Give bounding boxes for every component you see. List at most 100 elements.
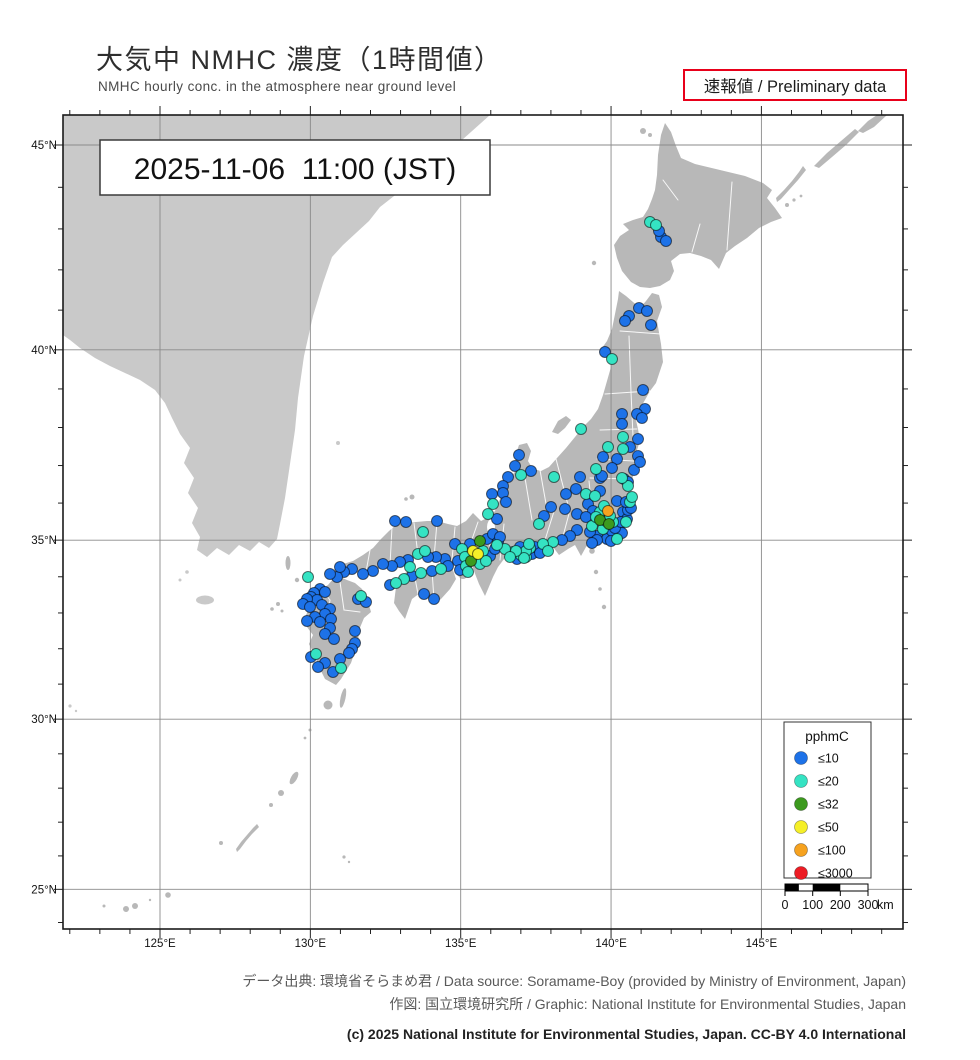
- station-point: [616, 472, 628, 484]
- station-point: [586, 537, 598, 549]
- lat-axis-label: 30°N: [31, 714, 57, 726]
- station-point: [415, 567, 427, 579]
- scalebar-segment: [812, 884, 841, 891]
- rebun-island: [648, 133, 652, 137]
- ulleung-island: [336, 441, 340, 445]
- station-point: [502, 471, 514, 483]
- izu-oshima-island: [589, 548, 595, 554]
- station-point: [367, 565, 379, 577]
- legend-label: ≤100: [818, 844, 846, 858]
- station-point: [634, 456, 646, 468]
- station-point: [418, 588, 430, 600]
- station-point: [575, 423, 587, 435]
- station-points: [297, 216, 672, 678]
- station-point: [500, 496, 512, 508]
- station-point: [620, 516, 632, 528]
- station-point: [462, 566, 474, 578]
- station-point: [645, 319, 657, 331]
- station-point: [617, 443, 629, 455]
- lon-axis-label: 130°E: [295, 938, 327, 950]
- habomai-islet: [785, 203, 789, 207]
- station-point: [611, 453, 623, 465]
- station-point: [599, 346, 611, 358]
- korea-islet: [178, 578, 182, 582]
- lon-axis-label: 135°E: [445, 938, 477, 950]
- preliminary-data-badge: 速報値 / Preliminary data: [683, 69, 907, 101]
- page-title: 大気中 NMHC 濃度（1時間値）: [96, 45, 503, 75]
- station-point: [622, 480, 634, 492]
- tokara-islet: [303, 736, 307, 740]
- legend-label: ≤10: [818, 752, 839, 766]
- tarama-islet: [148, 898, 152, 902]
- legend-label: ≤50: [818, 821, 839, 835]
- yakushima-island: [323, 700, 333, 710]
- goto-island: [270, 607, 274, 611]
- station-point: [312, 661, 324, 673]
- station-point: [574, 471, 586, 483]
- station-point: [390, 577, 402, 589]
- station-point: [334, 561, 346, 573]
- station-point: [349, 625, 361, 637]
- timestamp-box: 2025-11-06 11:00 (JST): [99, 139, 491, 196]
- station-point: [302, 571, 314, 583]
- station-point: [548, 471, 560, 483]
- station-point: [597, 451, 609, 463]
- station-point: [335, 662, 347, 674]
- scalebar-label: 0: [782, 898, 789, 912]
- axis-ticks: [54, 106, 912, 938]
- lat-axis-label: 40°N: [31, 345, 57, 357]
- station-point: [559, 503, 571, 515]
- map-frame: [62, 114, 904, 930]
- station-point: [641, 305, 653, 317]
- station-point: [570, 483, 582, 495]
- page-subtitle: NMHC hourly conc. in the atmosphere near…: [98, 79, 457, 94]
- timestamp-text: 2025-11-06 11:00 (JST): [134, 153, 456, 186]
- station-point: [357, 568, 369, 580]
- lat-axis-label: 25°N: [31, 884, 57, 896]
- okushiri-island: [591, 260, 597, 266]
- iriomote-island: [123, 906, 129, 912]
- legend-rows: ≤10 ≤20 ≤32 ≤50 ≤100 ≤3000: [794, 751, 853, 881]
- station-point: [431, 515, 443, 527]
- legend-label: ≤32: [818, 798, 839, 812]
- station-point: [504, 551, 516, 563]
- legend-label: ≤3000: [818, 867, 853, 881]
- station-point: [660, 235, 672, 247]
- habomai-islet: [792, 198, 796, 202]
- station-point: [616, 408, 628, 420]
- station-point: [637, 384, 649, 396]
- zhoushan-islet: [74, 709, 78, 713]
- kume-island: [219, 841, 223, 845]
- legend-swatch: [794, 843, 808, 857]
- goto-island: [280, 609, 284, 613]
- station-point: [628, 464, 640, 476]
- station-point: [419, 545, 431, 557]
- station-point: [314, 616, 326, 628]
- izu-island: [598, 587, 602, 591]
- axis-labels: 125°E 130°E 135°E 140°E 145°E 45°N 40°N 35°N 30°…: [31, 140, 777, 950]
- graphic-credit: 作図: 国立環境研究所 / Graphic: National Institut…: [389, 996, 906, 1012]
- license-text: (c) 2025 National Institute for Environm…: [346, 1026, 906, 1042]
- station-point: [509, 460, 521, 472]
- station-point: [324, 568, 336, 580]
- legend-swatch: [794, 797, 808, 811]
- oki-island: [404, 497, 408, 501]
- ishigaki-island: [132, 903, 138, 909]
- station-point: [617, 431, 629, 443]
- station-point: [616, 418, 628, 430]
- okinoerabu-island: [269, 803, 273, 807]
- izu-island: [593, 569, 599, 575]
- station-point: [606, 353, 618, 365]
- hachijo-island: [601, 604, 607, 610]
- daito-island: [347, 860, 351, 864]
- station-point: [491, 539, 503, 551]
- station-point: [491, 513, 503, 525]
- station-point: [482, 508, 494, 520]
- station-point: [603, 518, 615, 530]
- scalebar-label: 100: [802, 898, 823, 912]
- legend-swatch: [794, 774, 808, 788]
- station-point: [542, 545, 554, 557]
